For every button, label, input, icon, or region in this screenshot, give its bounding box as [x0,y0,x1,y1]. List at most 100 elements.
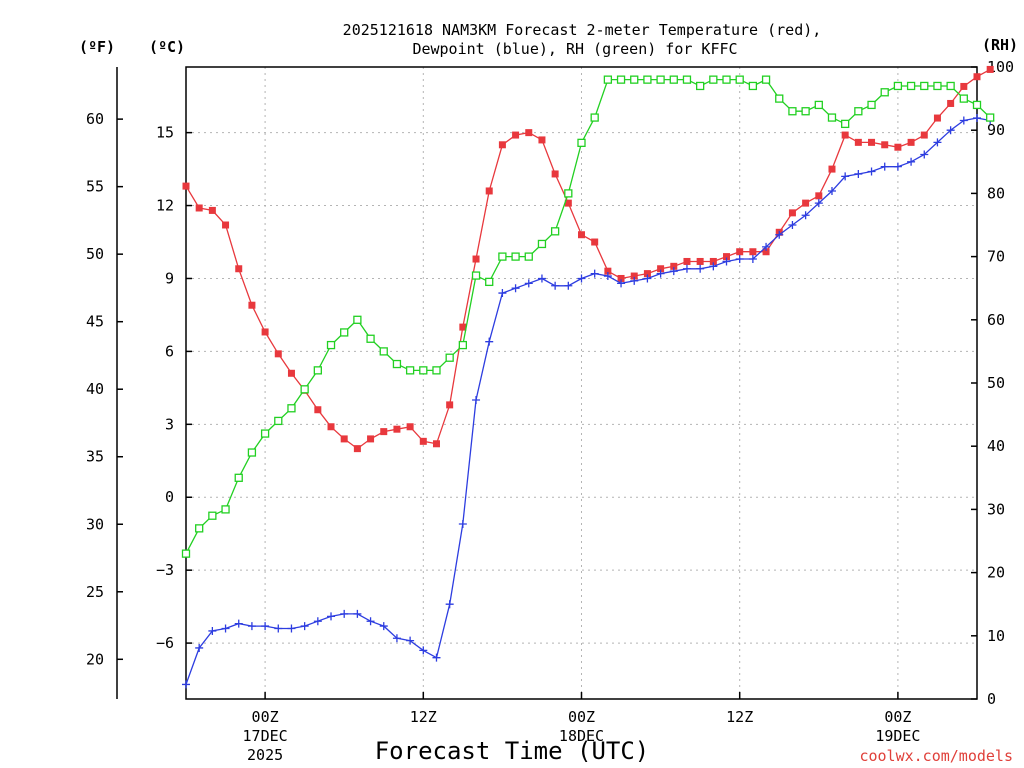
rh-tick-label: 30 [987,500,1005,518]
rh-tick-label: 10 [987,627,1005,645]
temperature-point [723,253,731,261]
rh-point [959,94,968,103]
rh-point [405,366,415,375]
dewpoint-point [511,284,520,293]
temperature-point [591,238,599,246]
celsius-tick-label: 9 [165,269,174,287]
temperature-point [287,369,295,377]
rh-point [366,334,375,343]
dewpoint-point [524,279,533,288]
rh-point [524,252,533,261]
fahrenheit-tick-label: 35 [86,448,104,466]
temperature-point [538,136,546,144]
rh-point [300,385,309,394]
dewpoint-point [221,624,230,633]
temperature-point [868,138,876,146]
temperature-point [881,141,889,149]
dewpoint-point [419,646,428,655]
rh-point [906,81,916,91]
fahrenheit-tick-label: 20 [86,650,104,668]
temperature-point [841,131,849,139]
temperature-point [551,170,559,178]
rh-point [234,473,243,482]
rh-point [946,81,955,91]
dewpoint-point [946,126,955,135]
dewpoint-point [933,138,942,147]
rh-point [340,328,349,337]
rh-point [827,113,837,122]
rh-point [920,81,929,91]
chart-title-line1: 2025121618 NAM3KM Forecast 2-meter Tempe… [343,21,822,39]
rh-point [353,315,362,324]
fahrenheit-tick-label: 40 [86,380,104,398]
rh-point [933,81,942,91]
dewpoint-point [327,612,336,621]
rh-point [221,505,230,514]
dewpoint-point [406,636,415,645]
series-group [181,65,995,689]
x-tick-year-label: 2025 [247,746,283,764]
rh-point [419,366,428,375]
rh-point [682,75,692,84]
x-axis-label: Forecast Time (UTC) [375,737,650,765]
dewpoint-point [458,519,467,528]
fahrenheit-tick-label: 55 [86,178,104,196]
rh-tick-label: 90 [987,121,1005,139]
temperature-point [393,425,401,433]
dewpoint-point [709,262,718,271]
rh-point [550,227,560,236]
temperature-point [459,323,467,331]
rh-tick-label: 40 [987,437,1005,455]
dewpoint-point [564,281,573,290]
rh-point [986,113,995,122]
rh-point [511,252,520,261]
celsius-tick-label: 3 [165,415,174,433]
x-tick-label: 00Z [884,708,911,726]
rh-point [630,75,639,84]
axes: 202530354045505560−6−3036912150102030405… [86,58,1014,764]
dewpoint-point [959,116,968,125]
temperature-point [485,187,493,195]
dewpoint-point [696,264,705,273]
rh-point [445,353,454,362]
rh-tick-label: 0 [987,690,996,708]
dewpoint-point [801,211,810,220]
dewpoint-point [247,622,256,631]
dewpoint-point [274,624,283,633]
rh-point [841,119,850,129]
rh-point [867,100,876,110]
rh-point [814,100,823,110]
temperature-point [933,114,941,122]
rh-point [485,277,494,287]
temperature-point [314,406,322,414]
rh-point [379,347,388,356]
dewpoint-point [748,255,757,264]
temperature-point [604,267,612,275]
temperature-point [617,274,625,282]
rh-point [313,366,322,375]
temperature-point [920,131,928,139]
x-tick-date-label: 19DEC [875,727,920,745]
temperature-point [802,199,810,207]
credit-label: coolwx.com/models [859,747,1013,765]
temperature-point [736,248,744,256]
temperature-point [446,401,454,409]
temperature-point [261,328,269,336]
dewpoint-point [735,255,744,264]
rh-point [616,75,626,84]
rh-point [498,252,507,261]
x-tick-date-label: 17DEC [243,727,288,745]
dewpoint-point [788,221,797,229]
grid-lines [186,67,977,699]
dewpoint-point [867,167,876,176]
rh-point [801,107,810,116]
dewpoint-point [841,172,850,181]
plot-frame [185,66,978,700]
temperature-point [472,255,480,263]
x-tick-date-label: 18DEC [559,727,604,745]
rh-point [603,75,613,84]
dewpoint-point [353,609,362,618]
rh-tick-label: 80 [987,184,1005,202]
fahrenheit-unit-label: (ºF) [79,38,115,56]
